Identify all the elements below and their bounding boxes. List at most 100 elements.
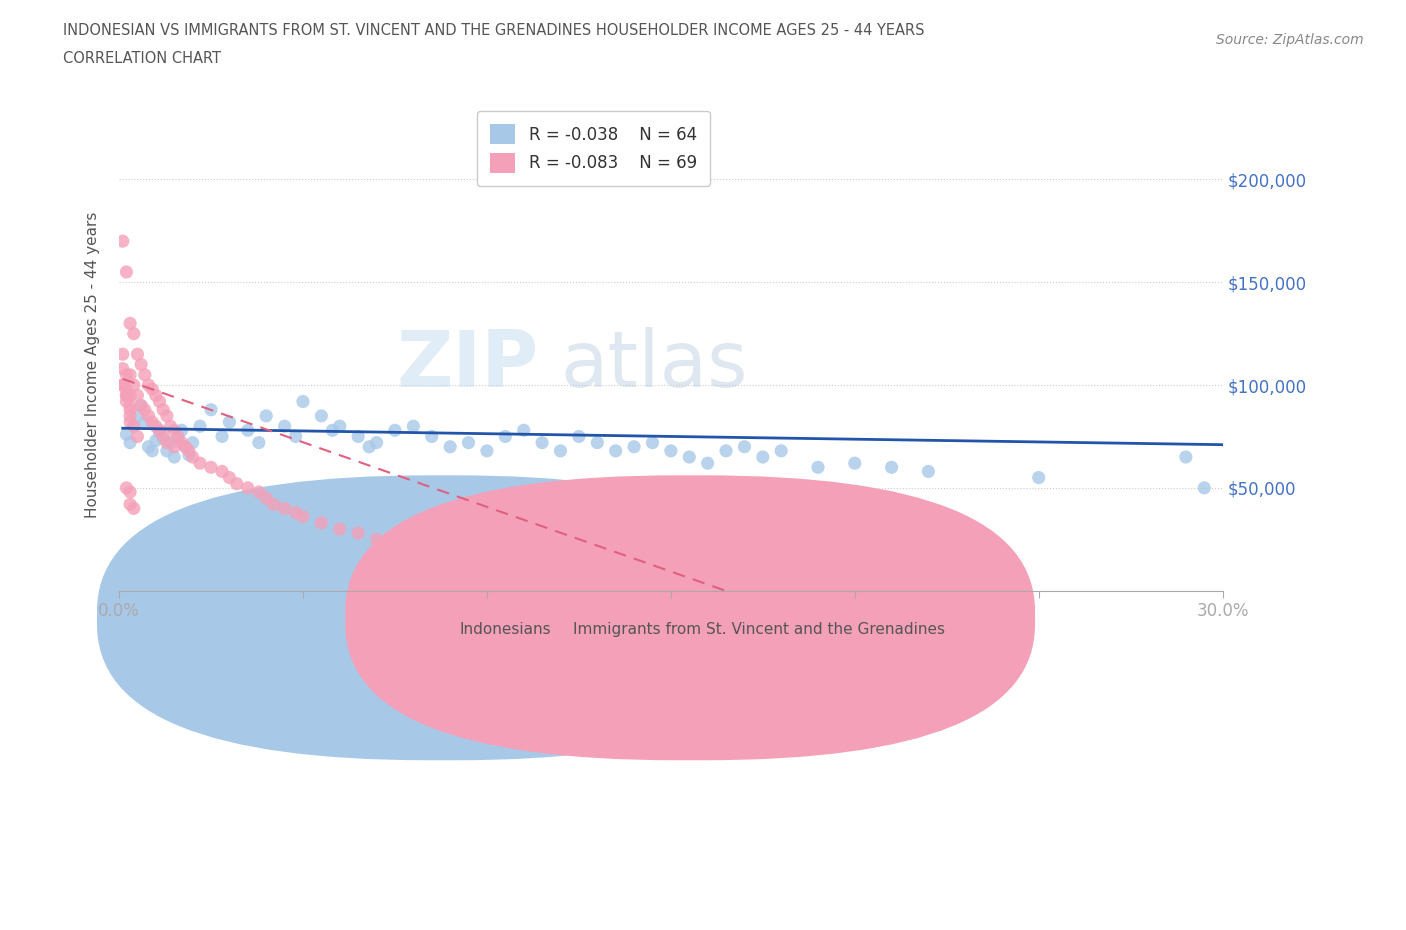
Point [141, 415, 163, 430]
Point [402, 418, 425, 433]
Point [457, 435, 479, 450]
Point [311, 408, 333, 423]
Point [115, 481, 138, 496]
Point [134, 403, 156, 418]
Point [115, 388, 138, 403]
Point [254, 491, 277, 506]
Point [605, 444, 627, 458]
Point [1028, 471, 1050, 485]
Point [134, 367, 156, 382]
Point [122, 418, 145, 433]
Point [141, 381, 163, 396]
Point [120, 403, 142, 418]
Point [273, 501, 295, 516]
Point [200, 459, 222, 474]
Point [120, 497, 142, 512]
Point [145, 418, 167, 433]
Point [641, 435, 664, 450]
Point [177, 444, 200, 458]
Point [550, 444, 572, 458]
Point [120, 316, 142, 331]
Point [174, 439, 197, 454]
Point [311, 515, 333, 530]
Point [145, 388, 167, 403]
Point [115, 394, 138, 409]
Point [170, 435, 193, 450]
Point [156, 435, 179, 450]
Point [111, 361, 134, 376]
Point [120, 415, 142, 430]
Point [148, 425, 170, 440]
Point [359, 439, 381, 454]
Point [163, 439, 186, 454]
Point [291, 510, 314, 525]
Point [115, 427, 138, 442]
Point [120, 398, 142, 413]
Point [211, 464, 233, 479]
Point [807, 459, 830, 474]
Point [156, 444, 179, 458]
Point [263, 497, 285, 512]
Point [188, 456, 211, 471]
Point [659, 444, 682, 458]
FancyBboxPatch shape [97, 475, 787, 761]
Text: INDONESIAN VS IMMIGRANTS FROM ST. VINCENT AND THE GRENADINES HOUSEHOLDER INCOME : INDONESIAN VS IMMIGRANTS FROM ST. VINCEN… [63, 23, 925, 38]
Point [188, 418, 211, 433]
Text: CORRELATION CHART: CORRELATION CHART [63, 51, 221, 66]
Point [111, 378, 134, 392]
Point [678, 449, 700, 464]
Point [152, 429, 174, 444]
Point [844, 456, 866, 471]
Point [714, 444, 737, 458]
Point [880, 459, 903, 474]
Point [247, 435, 270, 450]
Point [163, 423, 186, 438]
Point [917, 464, 939, 479]
Point [329, 522, 352, 537]
Point [284, 429, 307, 444]
Point [138, 408, 160, 423]
Point [568, 429, 591, 444]
Point [1194, 481, 1216, 496]
Point [329, 418, 352, 433]
Point [420, 429, 443, 444]
Point [623, 439, 645, 454]
Point [218, 415, 240, 430]
Point [122, 418, 145, 433]
Point [120, 485, 142, 499]
Point [247, 485, 270, 499]
Point [181, 435, 204, 450]
Point [115, 264, 138, 279]
Point [111, 378, 134, 392]
Point [120, 408, 142, 423]
Point [115, 388, 138, 403]
Point [752, 449, 775, 464]
Point [366, 532, 388, 547]
Point [236, 423, 259, 438]
Point [127, 429, 149, 444]
Point [284, 505, 307, 520]
Point [141, 444, 163, 458]
Point [129, 357, 152, 372]
Point [218, 471, 240, 485]
Point [120, 388, 142, 403]
Text: Indonesians: Indonesians [460, 622, 551, 637]
Point [138, 378, 160, 392]
Point [494, 429, 516, 444]
Point [115, 381, 138, 396]
Point [236, 481, 259, 496]
Text: Source: ZipAtlas.com: Source: ZipAtlas.com [1216, 33, 1364, 46]
Point [366, 435, 388, 450]
Point [170, 423, 193, 438]
Point [475, 444, 498, 458]
Point [254, 408, 277, 423]
Point [127, 388, 149, 403]
Point [347, 429, 370, 444]
Point [159, 435, 181, 450]
Point [347, 525, 370, 540]
Point [163, 449, 186, 464]
Text: Immigrants from St. Vincent and the Grenadines: Immigrants from St. Vincent and the Gren… [574, 622, 945, 637]
Point [167, 429, 190, 444]
Point [696, 456, 718, 471]
Point [145, 433, 167, 448]
